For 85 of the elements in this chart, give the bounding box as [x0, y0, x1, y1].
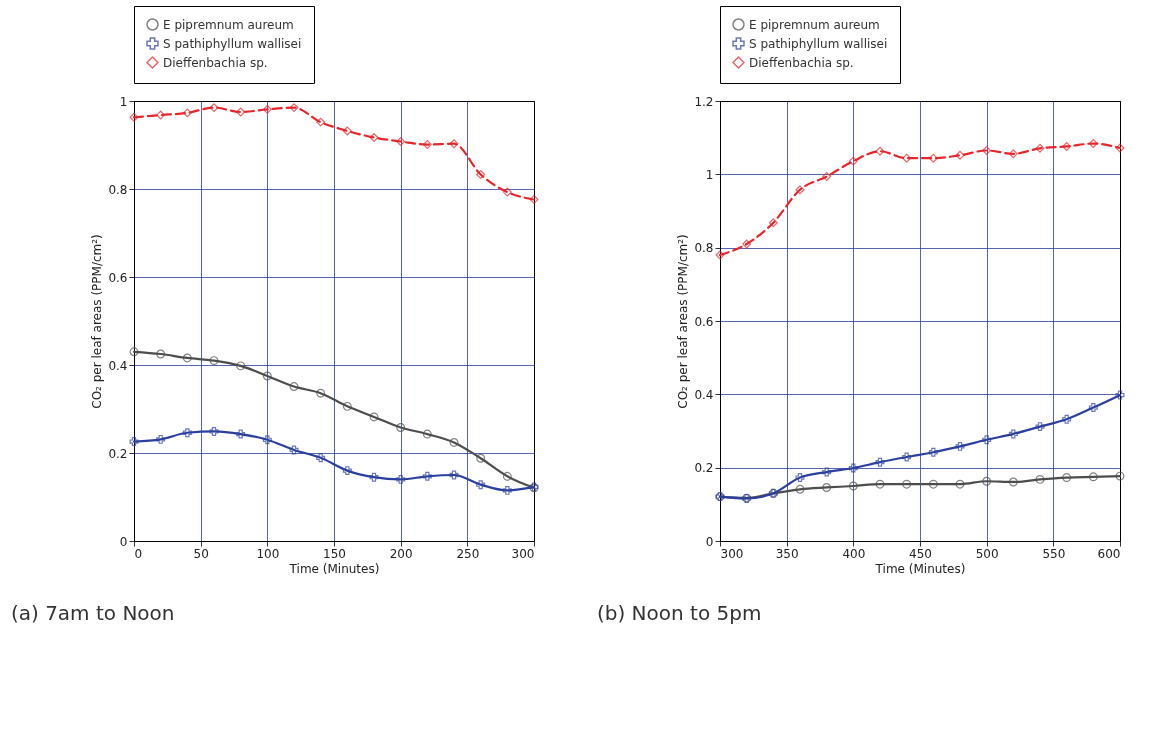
point	[449, 139, 459, 149]
point	[369, 412, 379, 422]
point	[502, 485, 512, 495]
point	[502, 187, 512, 197]
y-tick-label: 0.2	[694, 461, 714, 476]
point	[396, 423, 406, 432]
point	[129, 437, 139, 447]
x-tick-label: 400	[842, 546, 866, 561]
point	[289, 382, 299, 392]
x-tick-label: 50	[193, 546, 209, 561]
point	[209, 356, 219, 366]
point	[476, 480, 486, 490]
point	[129, 112, 139, 122]
point	[156, 434, 166, 444]
point	[449, 437, 459, 447]
point	[236, 429, 246, 439]
point	[316, 453, 326, 463]
x-tick-label: 300	[720, 546, 744, 561]
point	[316, 388, 326, 398]
point	[156, 110, 166, 120]
y-axis-title: CO₂ per leaf areas (PPM/cm²)	[676, 234, 691, 409]
x-tick-label: 450	[909, 546, 932, 561]
point	[476, 170, 486, 179]
legend-label: S pathiphyllum wallisei	[163, 36, 302, 51]
point	[289, 103, 299, 113]
legend-label: E pipremnum aureum	[163, 17, 294, 32]
x-tick-label: 250	[456, 546, 480, 561]
point	[236, 107, 246, 117]
point	[262, 371, 272, 381]
x-tick-label: 0	[134, 546, 143, 561]
point	[396, 474, 406, 484]
x-tick-label: 300	[511, 546, 535, 561]
x-tick-label: 350	[775, 546, 799, 561]
y-axis-title: CO₂ per leaf areas (PPM/cm²)	[90, 234, 105, 409]
point	[529, 195, 539, 205]
y-tick-label: 0.8	[108, 182, 128, 197]
point	[289, 445, 299, 455]
point	[369, 472, 379, 482]
y-tick-label: 1.2	[694, 94, 714, 109]
x-axis-title: Time (Minutes)	[288, 561, 380, 576]
point	[342, 466, 352, 476]
point	[262, 435, 272, 445]
point	[449, 470, 459, 480]
legend-label: Dieffenbachia sp.	[749, 55, 854, 70]
x-tick-label: 150	[323, 546, 346, 561]
text: (a) 7am to Noon	[10, 601, 175, 625]
y-tick-label: 0.4	[108, 358, 128, 373]
x-tick-label: 200	[389, 546, 413, 561]
point	[476, 453, 486, 463]
point	[262, 104, 272, 114]
text: (b) Noon to 5pm	[596, 601, 762, 625]
point	[236, 361, 246, 371]
point	[502, 471, 512, 481]
legend-label: E pipremnum aureum	[749, 17, 880, 32]
point	[422, 429, 432, 439]
x-tick-label: 550	[1042, 546, 1066, 561]
legend-label: Dieffenbachia sp.	[163, 55, 268, 70]
y-tick-label: 0.8	[694, 241, 714, 256]
y-tick-label: 0	[705, 534, 714, 549]
y-tick-label: 1	[705, 167, 714, 182]
point	[182, 108, 192, 118]
point	[209, 103, 219, 113]
y-tick-label: 0.6	[694, 314, 714, 329]
x-axis-title: Time (Minutes)	[874, 561, 966, 576]
point	[342, 401, 352, 411]
point	[369, 133, 379, 142]
point	[129, 347, 139, 357]
point	[156, 349, 166, 359]
y-tick-label: 0.6	[108, 270, 128, 285]
point	[422, 140, 432, 150]
x-tick-label: 500	[975, 546, 999, 561]
point	[396, 137, 406, 146]
point	[209, 426, 219, 436]
point	[182, 353, 192, 363]
y-tick-label: 0.4	[694, 387, 714, 402]
point	[342, 126, 352, 136]
x-tick-label: 100	[256, 546, 280, 561]
point	[422, 471, 432, 481]
y-tick-label: 0.2	[108, 446, 128, 461]
y-tick-label: 1	[119, 94, 128, 109]
point	[316, 117, 326, 127]
y-tick-label: 0	[119, 534, 128, 549]
legend-label: S pathiphyllum wallisei	[749, 36, 888, 51]
point	[182, 428, 192, 438]
x-tick-label: 600	[1097, 546, 1121, 561]
